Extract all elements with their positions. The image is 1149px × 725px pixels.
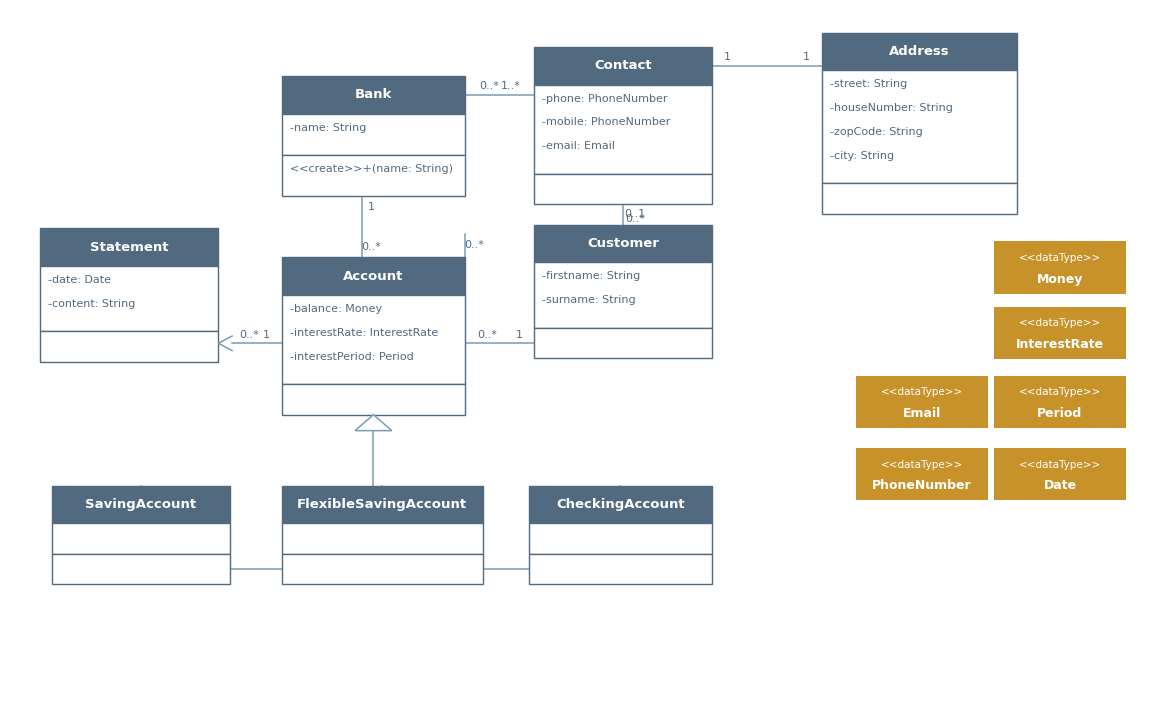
Bar — [856, 448, 988, 500]
Text: <<dataType>>: <<dataType>> — [1019, 387, 1101, 397]
Text: -street: String: -street: String — [830, 79, 907, 89]
Bar — [52, 486, 230, 523]
Bar — [822, 183, 1017, 214]
Text: 1: 1 — [803, 52, 810, 62]
Text: 1: 1 — [516, 330, 523, 339]
Text: -interestPeriod: Period: -interestPeriod: Period — [290, 352, 414, 362]
Bar — [282, 114, 465, 155]
Text: -content: String: -content: String — [48, 299, 136, 309]
Text: <<dataType>>: <<dataType>> — [1019, 460, 1101, 470]
Text: Customer: Customer — [587, 237, 660, 250]
Text: -date: Date: -date: Date — [48, 275, 111, 285]
Bar — [534, 85, 712, 174]
Bar — [52, 523, 230, 554]
Text: <<dataType>>: <<dataType>> — [881, 460, 963, 470]
Text: -houseNumber: String: -houseNumber: String — [830, 103, 953, 113]
Text: InterestRate: InterestRate — [1016, 338, 1104, 351]
Text: 1..*: 1..* — [501, 81, 520, 91]
Bar — [282, 295, 465, 384]
Text: -mobile: PhoneNumber: -mobile: PhoneNumber — [542, 117, 671, 128]
Text: Money: Money — [1036, 273, 1084, 286]
Bar — [282, 76, 465, 114]
Text: 1: 1 — [368, 202, 375, 212]
Text: -firstname: String: -firstname: String — [542, 271, 641, 281]
Bar — [822, 70, 1017, 183]
Text: Contact: Contact — [594, 59, 653, 72]
Bar — [534, 262, 712, 328]
Bar — [40, 228, 218, 266]
Bar — [529, 554, 712, 584]
Bar — [534, 174, 712, 204]
Text: SavingAccount: SavingAccount — [85, 498, 196, 511]
Text: CheckingAccount: CheckingAccount — [556, 498, 685, 511]
Text: <<dataType>>: <<dataType>> — [1019, 318, 1101, 328]
Text: Period: Period — [1038, 407, 1082, 420]
Text: Bank: Bank — [355, 88, 392, 102]
Text: -zopCode: String: -zopCode: String — [830, 127, 923, 137]
Text: -city: String: -city: String — [830, 151, 894, 161]
Text: PhoneNumber: PhoneNumber — [872, 479, 972, 492]
Bar — [40, 266, 218, 331]
Bar — [529, 523, 712, 554]
Text: Account: Account — [344, 270, 403, 283]
Bar — [534, 225, 712, 262]
Bar — [822, 33, 1017, 70]
Bar — [282, 523, 483, 554]
Text: Statement: Statement — [90, 241, 169, 254]
Text: 0..*: 0..* — [479, 81, 499, 91]
Bar — [529, 486, 712, 523]
Text: 0..*: 0..* — [464, 240, 485, 250]
Bar — [534, 328, 712, 358]
Bar — [994, 376, 1126, 428]
Text: <<dataType>>: <<dataType>> — [1019, 253, 1101, 263]
Bar — [856, 376, 988, 428]
Text: -balance: Money: -balance: Money — [290, 304, 381, 314]
Text: 0..*: 0..* — [239, 330, 259, 339]
Bar — [282, 257, 465, 295]
Text: -interestRate: InterestRate: -interestRate: InterestRate — [290, 328, 438, 338]
Text: <<create>>+(name: String): <<create>>+(name: String) — [290, 164, 453, 174]
Text: Date: Date — [1043, 479, 1077, 492]
Text: -name: String: -name: String — [290, 123, 365, 133]
Bar — [282, 554, 483, 584]
Text: 0..*: 0..* — [361, 241, 381, 252]
Bar — [52, 554, 230, 584]
Bar — [40, 331, 218, 362]
Bar — [282, 384, 465, 415]
Text: -email: Email: -email: Email — [542, 141, 616, 152]
Bar — [994, 241, 1126, 294]
Text: Email: Email — [903, 407, 941, 420]
Text: 0..*: 0..* — [477, 330, 496, 339]
Text: Address: Address — [889, 45, 949, 58]
Text: FlexibleSavingAccount: FlexibleSavingAccount — [296, 498, 468, 511]
Text: -phone: PhoneNumber: -phone: PhoneNumber — [542, 94, 668, 104]
Text: 0..1: 0..1 — [624, 209, 646, 219]
Bar — [994, 307, 1126, 359]
Polygon shape — [355, 415, 392, 431]
Text: 1: 1 — [724, 52, 731, 62]
Bar — [534, 47, 712, 85]
Text: 1: 1 — [263, 330, 270, 339]
Bar — [282, 155, 465, 196]
Text: <<dataType>>: <<dataType>> — [881, 387, 963, 397]
Text: -surname: String: -surname: String — [542, 295, 635, 305]
Text: 0..*: 0..* — [625, 214, 645, 224]
Bar — [282, 486, 483, 523]
Bar — [994, 448, 1126, 500]
